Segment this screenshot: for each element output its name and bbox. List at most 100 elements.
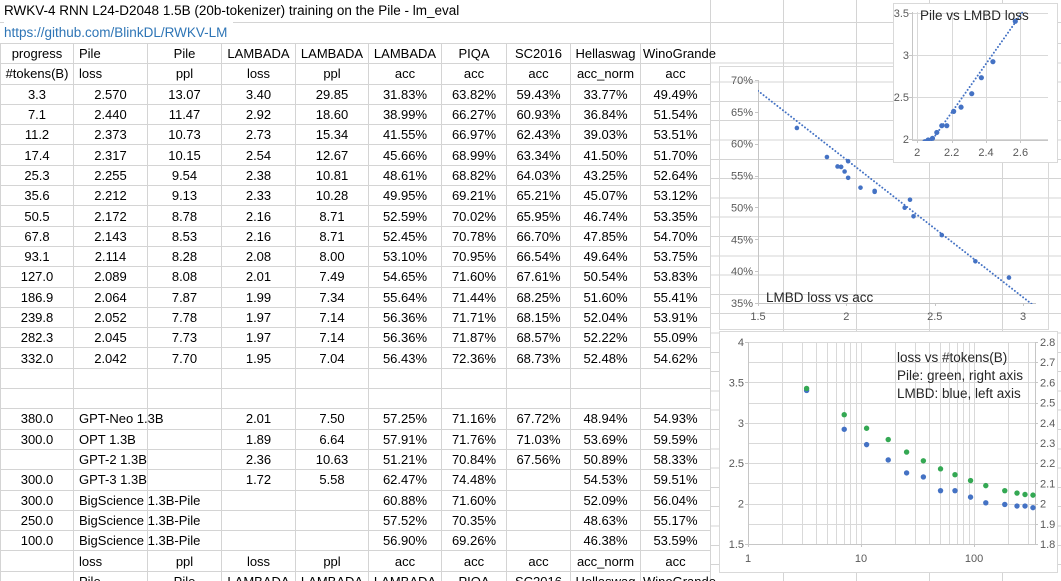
data-point xyxy=(794,125,800,131)
table-cell: 9.13 xyxy=(147,185,222,207)
table-cell: 2.089 xyxy=(73,266,148,288)
chart-label: 3 xyxy=(903,50,909,62)
table-row: 380.0 GPT-Neo 1.3B 2.01 7.50 57.25% 71.16% 67.… xyxy=(0,408,711,430)
table-cell: PIQA xyxy=(441,42,507,65)
table-cell: 54.62% xyxy=(640,347,711,369)
data-point xyxy=(958,104,964,110)
table-cell: 127.0 xyxy=(0,266,74,288)
table-row: 250.0 BigScience 1.3B-Pile 57.52% 70.35% 48.… xyxy=(0,509,711,532)
table-cell: 93.1 xyxy=(0,245,74,268)
chart-label: Pile vs LMBD loss xyxy=(920,8,1029,23)
table-cell: 7.49 xyxy=(295,266,369,288)
chart-label: 2 xyxy=(843,311,849,323)
data-point-right xyxy=(1022,491,1028,498)
table-cell: 70.35% xyxy=(441,509,507,532)
table-cell: 68.99% xyxy=(441,144,507,166)
table-cell: SC2016 xyxy=(506,570,571,581)
table-row: 100.0 BigScience 1.3B-Pile 56.90% 69.26% 46.… xyxy=(0,530,711,552)
data-point xyxy=(939,232,945,238)
table-cell: 8.28 xyxy=(147,245,222,268)
table-cell xyxy=(0,550,74,572)
table-cell: acc_norm xyxy=(570,63,641,85)
table-cell: 5.58 xyxy=(295,469,369,491)
table-cell: 51.60% xyxy=(570,286,641,308)
data-point xyxy=(922,139,928,141)
data-point xyxy=(944,123,950,129)
table-cell: 68.25% xyxy=(506,286,571,308)
table-cell: 71.71% xyxy=(441,306,507,329)
table-cell: 64.03% xyxy=(506,164,571,187)
table-row: 3.3 2.570 13.07 3.40 29.85 31.83% 63.82% 59.43%… xyxy=(0,83,711,105)
table-cell: 10.15 xyxy=(147,144,222,166)
data-point-left xyxy=(841,426,847,432)
table-cell: progress xyxy=(0,42,74,65)
data-point-right xyxy=(803,385,810,392)
table-cell xyxy=(147,367,222,390)
table-cell: 63.82% xyxy=(441,83,507,105)
table-row: 7.1 2.440 11.47 2.92 18.60 38.99% 66.27% 60.93%… xyxy=(0,103,711,126)
table-cell: 2.064 xyxy=(73,286,148,308)
table-cell: 3.3 xyxy=(0,83,74,105)
table-cell: 52.45% xyxy=(368,225,442,247)
table-cell: 52.09% xyxy=(570,489,641,511)
chart-label: 2.4 xyxy=(978,147,993,159)
table-cell: 66.70% xyxy=(506,225,571,247)
table-cell: 51.70% xyxy=(640,144,711,166)
chart-label: 2.6 xyxy=(1040,377,1055,389)
table-row: 35.6 2.212 9.13 2.33 10.28 49.95% 69.21% 65.21%… xyxy=(0,185,711,207)
table-cell: 2.114 xyxy=(73,245,148,268)
trendline xyxy=(930,11,1025,141)
table-cell: 56.04% xyxy=(640,489,711,511)
table-cell: BigScience 1.3B-Pile xyxy=(73,530,200,552)
data-point xyxy=(824,154,830,160)
table-cell: 68.57% xyxy=(506,327,571,349)
table-cell: acc xyxy=(506,63,571,85)
table-cell: Pile xyxy=(147,42,222,65)
table-cell: #tokens(B) xyxy=(0,63,74,85)
table-cell: 2.16 xyxy=(221,205,296,227)
table-cell: 56.36% xyxy=(368,306,442,329)
table-cell xyxy=(147,448,222,471)
table-cell xyxy=(640,367,711,390)
table-cell: 53.10% xyxy=(368,245,442,268)
table-cell: 53.51% xyxy=(640,124,711,146)
data-point xyxy=(845,175,851,181)
table-row: 50.5 2.172 8.78 2.16 8.71 52.59% 70.02% 65.95% 4… xyxy=(0,205,711,227)
table-cell: 7.14 xyxy=(295,327,369,349)
table-cell: 2.373 xyxy=(73,124,148,146)
table-cell: 31.83% xyxy=(368,83,442,105)
table-cell: 7.73 xyxy=(147,327,222,349)
table-cell: acc xyxy=(441,550,507,572)
chart-label: 45% xyxy=(731,234,753,246)
table-cell: 63.34% xyxy=(506,144,571,166)
table-cell: 1.95 xyxy=(221,347,296,369)
table-cell: Pile xyxy=(73,570,148,581)
table-cell: acc xyxy=(640,63,711,85)
table-cell xyxy=(506,509,571,532)
github-link[interactable]: https://github.com/BlinkDL/RWKV-LM xyxy=(4,22,234,43)
chart-label: 2 xyxy=(914,147,920,159)
table-cell: LAMBADA xyxy=(368,570,442,581)
table-cell: 65.21% xyxy=(506,185,571,207)
table-cell: 53.91% xyxy=(640,306,711,329)
table-cell: 2.36 xyxy=(221,448,296,471)
table-cell: LAMBADA xyxy=(295,42,369,65)
table-cell: loss xyxy=(73,63,148,85)
table-cell: 282.3 xyxy=(0,327,74,349)
table-cell: 70.78% xyxy=(441,225,507,247)
table-cell: 2.01 xyxy=(221,266,296,288)
table-cell: 10.73 xyxy=(147,124,222,146)
table-cell: 300.0 xyxy=(0,428,74,450)
table-cell: 67.61% xyxy=(506,266,571,288)
table-cell: 7.1 xyxy=(0,103,74,126)
chart-label: 2.5 xyxy=(729,458,744,470)
table-cell: 57.91% xyxy=(368,428,442,450)
chart-label: 3.5 xyxy=(729,377,744,389)
table-cell: 52.22% xyxy=(570,327,641,349)
table-cell: 3.40 xyxy=(221,83,296,105)
table-cell xyxy=(506,367,571,390)
data-point-right xyxy=(863,425,870,431)
table-cell: 2.33 xyxy=(221,185,296,207)
table-cell xyxy=(221,367,296,390)
table-cell: SC2016 xyxy=(506,42,571,65)
